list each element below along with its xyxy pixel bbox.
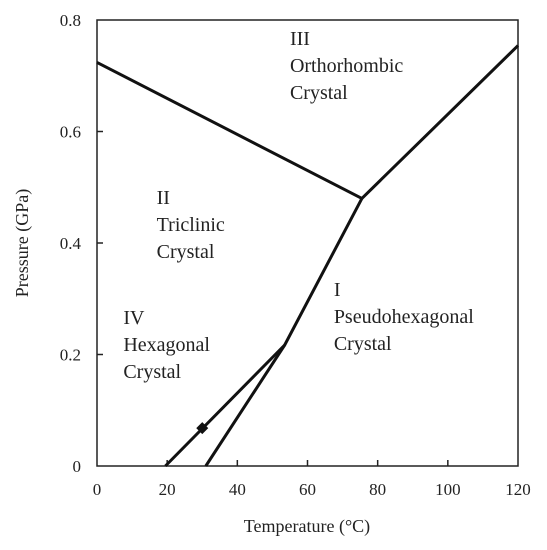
x-tick-label: 60 [299, 480, 316, 499]
x-tick-label: 80 [369, 480, 386, 499]
region-label: Pseudohexagonal [334, 306, 474, 328]
x-tick-label: 120 [505, 480, 531, 499]
phase-boundary-line [96, 61, 363, 200]
y-tick-label: 0.4 [60, 234, 82, 253]
y-tick-label: 0.6 [60, 123, 81, 142]
y-tick-label: 0 [73, 457, 82, 476]
y-axis-ticks: 0 0.2 0.4 0.6 0.8 [60, 11, 103, 476]
region-labels: III Orthorhombic Crystal II Triclinic Crystal… [123, 28, 474, 383]
y-tick-label: 0.8 [60, 11, 81, 30]
region-label: Crystal [157, 241, 215, 263]
phase-boundary-line [360, 44, 520, 200]
region-label: Crystal [123, 361, 181, 383]
region-label: I [334, 279, 341, 301]
diamond-marker [196, 422, 209, 435]
x-axis-ticks: 0 20 40 60 80 100 120 [93, 460, 531, 499]
region-label: Hexagonal [123, 334, 210, 356]
x-tick-label: 100 [435, 480, 461, 499]
x-tick-label: 40 [229, 480, 246, 499]
region-label: Crystal [290, 82, 348, 104]
x-tick-label: 0 [93, 480, 102, 499]
region-label: IV [123, 307, 145, 329]
x-axis-title: Temperature (°C) [244, 516, 370, 537]
region-label: Triclinic [157, 214, 225, 236]
region-label: Orthorhombic [290, 55, 403, 77]
region-label: II [157, 187, 170, 209]
y-axis-title: Pressure (GPa) [12, 189, 33, 297]
region-label: III [290, 28, 310, 50]
region-label: Crystal [334, 333, 392, 355]
x-tick-label: 20 [159, 480, 176, 499]
phase-boundaries [96, 44, 520, 468]
phase-boundary-line [164, 343, 286, 468]
y-tick-label: 0.2 [60, 346, 81, 365]
